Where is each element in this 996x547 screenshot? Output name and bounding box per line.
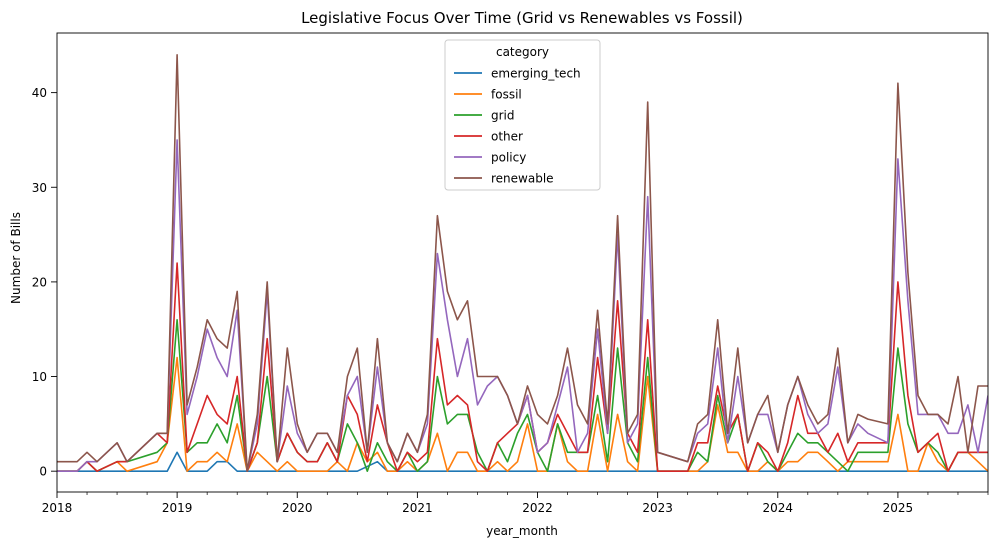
x-tick-label: 2021 xyxy=(402,501,433,515)
legend-label-emerging_tech: emerging_tech xyxy=(491,67,581,81)
x-tick-label: 2022 xyxy=(522,501,553,515)
y-tick-label: 40 xyxy=(32,86,47,100)
x-tick-label: 2020 xyxy=(282,501,313,515)
legend-label-fossil: fossil xyxy=(491,88,522,102)
axes-frame xyxy=(56,32,989,493)
x-tick-label: 2023 xyxy=(642,501,673,515)
y-tick-label: 30 xyxy=(32,181,47,195)
legend-box xyxy=(444,39,601,191)
y-axis-label: Number of Bills xyxy=(9,212,23,304)
series-line-fossil xyxy=(57,356,988,472)
x-tick-label: 2018 xyxy=(42,501,73,515)
legend-label-other: other xyxy=(491,130,523,144)
x-tick-label: 2024 xyxy=(763,501,794,515)
axes: 2018 2019 2020 2021 2022 2023 2024 2025 0 10 20 30 4… xyxy=(32,32,989,515)
y-tick-label: 0 xyxy=(39,465,47,479)
series-line-grid xyxy=(57,319,988,472)
series-lines xyxy=(57,54,988,472)
x-tick-label: 2025 xyxy=(883,501,914,515)
legend-label-policy: policy xyxy=(491,151,526,165)
x-tick-label: 2019 xyxy=(162,501,193,515)
series-line-renewable xyxy=(57,54,988,472)
x-axis-label: year_month xyxy=(486,524,558,538)
chart-title: Legislative Focus Over Time (Grid vs Ren… xyxy=(301,9,743,27)
legend-label-grid: grid xyxy=(491,109,515,123)
legend-title: category xyxy=(496,45,549,59)
legend-label-renewable: renewable xyxy=(491,172,554,186)
y-tick-label: 20 xyxy=(32,275,47,289)
y-tick-label: 10 xyxy=(32,370,47,384)
